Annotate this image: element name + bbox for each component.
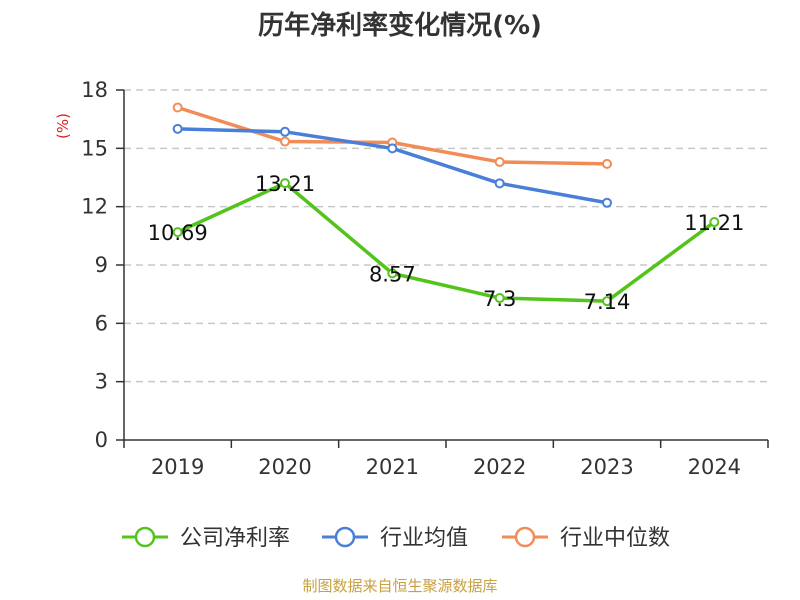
x-tick-label: 2019: [151, 455, 204, 479]
data-point: [387, 143, 398, 154]
data-point: [387, 268, 398, 279]
data-point: [602, 296, 612, 307]
data-label: 13.21: [255, 172, 315, 196]
x-tick-label: 2022: [473, 455, 526, 479]
legend-item-2: 行业中位数: [502, 526, 670, 551]
data-point: [280, 136, 290, 147]
series-line: [175, 181, 717, 303]
y-tick-label: 3: [95, 370, 108, 394]
data-label: 11.21: [684, 211, 744, 235]
legend: 公司净利率 行业均值 行业中位数: [122, 526, 670, 551]
data-point: [709, 217, 720, 228]
data-point: [172, 102, 183, 113]
data-point: [494, 293, 505, 304]
source-note: 制图数据来自恒生聚源数据库: [302, 577, 497, 595]
data-label: 7.14: [584, 290, 631, 314]
series-layer: [172, 102, 720, 307]
series-2: [172, 102, 612, 169]
legend-marker: [134, 526, 156, 548]
legend-marker: [514, 526, 536, 548]
data-point: [602, 158, 612, 169]
x-tick-label: 2021: [366, 455, 419, 479]
x-tick-label: 2024: [688, 455, 741, 479]
grid-lines: [124, 89, 768, 383]
y-tick-label: 12: [81, 195, 108, 219]
series-line: [175, 105, 609, 166]
y-tick-label: 18: [81, 78, 108, 102]
legend-label: 公司净利率: [180, 526, 290, 551]
y-axis-label: (%): [54, 113, 72, 139]
y-tick-label: 6: [95, 311, 108, 335]
data-point: [280, 178, 290, 189]
legend-item-1: 行业均值: [322, 526, 468, 551]
y-tick-label: 0: [95, 428, 108, 452]
data-labels: 10.69 13.21 8.57 7.3 7.14 11.21: [148, 172, 745, 314]
series-1: [172, 123, 612, 208]
legend-label: 行业均值: [380, 526, 468, 551]
series-0: [172, 178, 720, 307]
chart-title: 历年净利率变化情况(%): [258, 10, 542, 41]
data-point: [494, 178, 505, 189]
data-point: [602, 197, 612, 208]
legend-marker: [334, 526, 356, 548]
x-tick-label: 2023: [580, 455, 633, 479]
data-label: 10.69: [148, 221, 208, 245]
axes: 0 3 6 9 12 15 18 2019 2020 2021 2022 2023 2024: [81, 78, 769, 479]
legend-item-0: 公司净利率: [122, 526, 290, 551]
data-point: [494, 156, 505, 167]
data-point: [172, 123, 183, 134]
data-point: [172, 227, 183, 238]
data-label: 7.3: [483, 287, 516, 311]
data-point: [280, 126, 290, 137]
x-tick-label: 2020: [258, 455, 311, 479]
legend-label: 行业中位数: [560, 526, 670, 551]
data-label: 8.57: [369, 262, 416, 286]
y-tick-label: 9: [95, 253, 108, 277]
y-tick-label: 15: [81, 136, 108, 160]
